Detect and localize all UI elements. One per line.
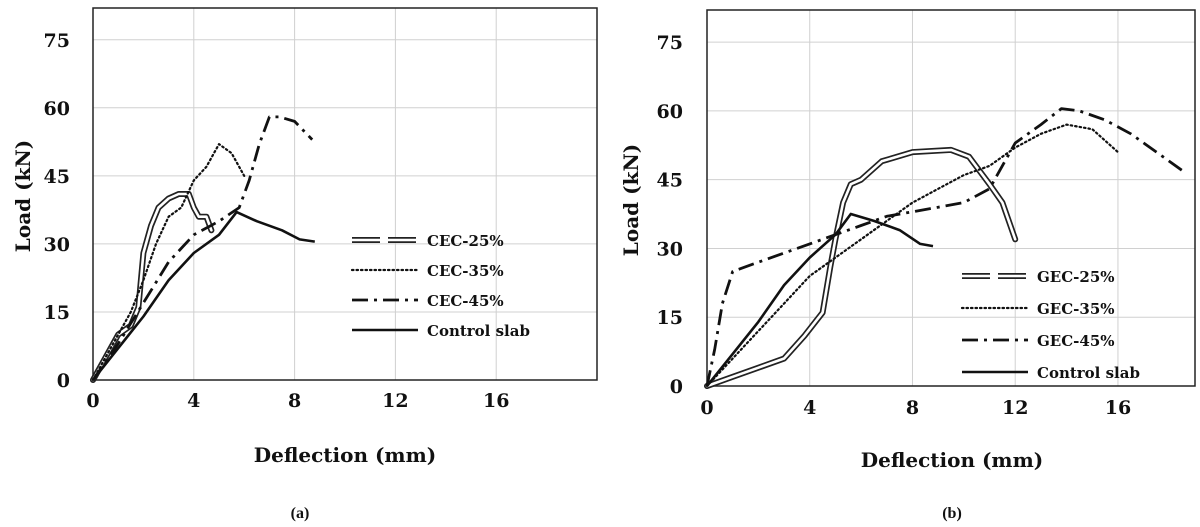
legend-label: GEC-45% bbox=[1037, 332, 1115, 350]
y-tick-label: 0 bbox=[57, 370, 70, 392]
chart-b-svg: 0 4 8 12 16 0 15 30 45 60 75 Deflection (mm) Load (k… bbox=[619, 9, 1196, 522]
legend-label: GEC-25% bbox=[1037, 268, 1115, 286]
y-axis-title: Load (kN) bbox=[11, 140, 35, 252]
legend-label: CEC-35% bbox=[427, 262, 504, 280]
panel-caption: (a) bbox=[291, 505, 310, 522]
plot-frame bbox=[706, 9, 1196, 387]
chart-panel-a: 0 4 8 12 16 0 15 30 45 60 75 Deflection (mm) Load (k… bbox=[11, 7, 598, 522]
series-cec-35--line bbox=[91, 143, 246, 382]
y-tick-label: 30 bbox=[44, 234, 70, 256]
series-control-slab-line bbox=[705, 212, 934, 387]
x-tick-label: 0 bbox=[86, 390, 99, 412]
legend-label: Control slab bbox=[1037, 364, 1140, 382]
plot-frame bbox=[92, 7, 598, 381]
y-tick-label: 45 bbox=[657, 170, 683, 192]
legend-label: CEC-25% bbox=[427, 232, 504, 250]
x-axis-title: Deflection (mm) bbox=[861, 448, 1043, 472]
x-tick-label: 16 bbox=[483, 390, 509, 412]
panel-caption: (b) bbox=[942, 505, 962, 522]
y-tick-label: 15 bbox=[44, 302, 70, 324]
y-tick-label: 30 bbox=[657, 238, 683, 260]
x-tick-label: 12 bbox=[1002, 397, 1028, 419]
y-tick-label: 45 bbox=[44, 166, 70, 188]
chart-a-svg: 0 4 8 12 16 0 15 30 45 60 75 Deflection (mm) Load (k… bbox=[11, 7, 598, 522]
chart-panel-b: 0 4 8 12 16 0 15 30 45 60 75 Deflection (mm) Load (k… bbox=[600, 0, 1200, 527]
legend-label: CEC-45% bbox=[427, 292, 504, 310]
x-tick-label: 8 bbox=[288, 390, 301, 412]
x-tick-label: 0 bbox=[700, 397, 713, 419]
y-tick-label: 15 bbox=[657, 307, 683, 329]
series-cec-45--line bbox=[91, 115, 314, 381]
series-gec-45--line bbox=[705, 107, 1184, 387]
legend-label: Control slab bbox=[427, 322, 530, 340]
series-control-slab-line bbox=[91, 210, 315, 381]
series-gec-25--line-outer bbox=[704, 146, 1019, 389]
y-tick-label: 75 bbox=[657, 32, 683, 54]
y-tick-label: 0 bbox=[670, 376, 683, 398]
x-tick-label: 4 bbox=[803, 397, 816, 419]
legend-label: GEC-35% bbox=[1037, 300, 1115, 318]
series-gec-25--line-inner bbox=[705, 148, 1017, 388]
series-cec-25--line-inner bbox=[91, 192, 213, 382]
x-tick-label: 12 bbox=[382, 390, 408, 412]
x-axis-title: Deflection (mm) bbox=[254, 443, 436, 467]
y-tick-label: 60 bbox=[44, 98, 70, 120]
y-tick-label: 75 bbox=[44, 30, 70, 52]
y-axis-title: Load (kN) bbox=[619, 144, 643, 256]
x-tick-label: 8 bbox=[906, 397, 919, 419]
x-tick-label: 4 bbox=[187, 390, 200, 412]
x-tick-label: 16 bbox=[1105, 397, 1131, 419]
y-tick-label: 60 bbox=[657, 101, 683, 123]
series-gec-35--line bbox=[705, 123, 1119, 388]
